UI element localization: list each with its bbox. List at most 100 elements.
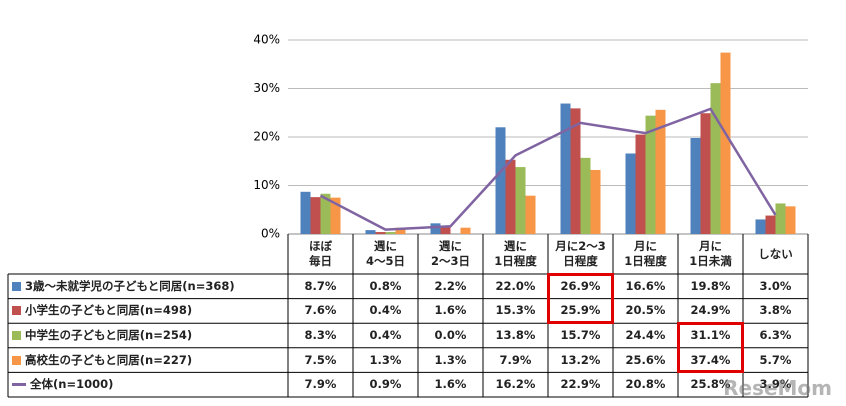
- legend-entry: 高校生の子どもと同居(n=227): [8, 348, 288, 373]
- bar: [570, 108, 581, 234]
- data-label: 24.4%: [625, 327, 666, 342]
- data-label: 8.7%: [304, 278, 337, 293]
- x-tick-label: 週に 4〜5日: [365, 239, 405, 268]
- bar: [495, 127, 506, 234]
- y-tick-label: 10%: [253, 178, 280, 192]
- bar: [710, 83, 721, 234]
- data-label: 24.9%: [690, 303, 731, 318]
- legend-swatch: [12, 281, 21, 291]
- legend-label: 中学生の子どもと同居(n=254): [25, 327, 193, 342]
- bar: [655, 109, 666, 234]
- bar: [320, 193, 331, 234]
- bar: [460, 227, 471, 234]
- data-label: 15.3%: [495, 303, 536, 318]
- legend-swatch: [12, 355, 21, 365]
- data-label: 1.6%: [434, 303, 467, 318]
- bar: [515, 167, 526, 234]
- data-label: 7.9%: [499, 352, 532, 367]
- bar: [690, 137, 701, 234]
- legend-label: 高校生の子どもと同居(n=227): [25, 352, 193, 367]
- data-label: 0.8%: [369, 278, 402, 293]
- legend-label: 全体(n=1000): [30, 377, 114, 392]
- data-label: 16.2%: [495, 377, 536, 392]
- highlight-box: [677, 322, 744, 373]
- x-tick-label: 月に 1日程度: [624, 239, 667, 268]
- bar: [395, 227, 406, 234]
- bar: [580, 157, 591, 234]
- data-label: 20.5%: [625, 303, 666, 318]
- x-tick-label: 月に 1日未満: [689, 239, 732, 268]
- x-tick-label: しない: [758, 246, 793, 261]
- data-label: 7.5%: [304, 352, 337, 367]
- data-label: 20.8%: [625, 377, 666, 392]
- data-label: 6.3%: [759, 327, 792, 342]
- data-label: 15.7%: [560, 327, 601, 342]
- data-label: 0.9%: [369, 377, 402, 392]
- bar: [310, 197, 321, 234]
- data-label: 0.4%: [369, 303, 402, 318]
- bar: [700, 113, 711, 234]
- bar: [300, 191, 311, 234]
- bar: [625, 153, 636, 234]
- data-label: 22.9%: [560, 377, 601, 392]
- legend-swatch: [12, 306, 21, 316]
- data-label: 5.7%: [759, 352, 792, 367]
- data-label: 1.3%: [434, 352, 467, 367]
- bar: [505, 159, 516, 234]
- x-tick-label: ほぼ 毎日: [309, 239, 332, 268]
- y-tick-label: 20%: [253, 130, 280, 144]
- data-label: 13.2%: [560, 352, 601, 367]
- data-label: 22.0%: [495, 278, 536, 293]
- legend-entry: 小学生の子どもと同居(n=498): [8, 299, 288, 324]
- data-label: 31.1%: [690, 327, 731, 342]
- data-label: 3.8%: [759, 303, 792, 318]
- watermark: ReseMom: [723, 376, 832, 400]
- bar: [590, 169, 601, 234]
- bar: [440, 226, 451, 234]
- y-tick-label: 40%: [253, 33, 280, 47]
- data-label: 13.8%: [495, 327, 536, 342]
- bar: [385, 232, 396, 234]
- x-tick-label: 週に 1日程度: [494, 239, 537, 268]
- highlight-box: [547, 273, 614, 324]
- bar: [775, 203, 786, 234]
- legend-label: 3歳～未就学児の子どもと同居(n=368): [25, 278, 235, 293]
- y-tick-label: 30%: [253, 81, 280, 95]
- legend-entry: 中学生の子どもと同居(n=254): [8, 323, 288, 348]
- data-label: 0.4%: [369, 327, 402, 342]
- data-label: 1.6%: [434, 377, 467, 392]
- data-label: 26.9%: [560, 278, 601, 293]
- bar: [765, 215, 776, 234]
- x-tick-label: 週に 2〜3日: [430, 239, 470, 268]
- data-label: 7.6%: [304, 303, 337, 318]
- bar: [635, 134, 646, 234]
- data-label: 3.9%: [759, 377, 792, 392]
- data-label: 37.4%: [690, 352, 731, 367]
- data-label: 7.9%: [304, 377, 337, 392]
- data-label: 3.0%: [759, 278, 792, 293]
- bar: [645, 115, 656, 234]
- bar: [720, 52, 731, 234]
- data-label: 2.2%: [434, 278, 467, 293]
- line: [319, 107, 777, 231]
- bar: [375, 232, 386, 234]
- x-tick-label: 月に2〜3 日程度: [555, 239, 606, 268]
- bar: [785, 206, 796, 234]
- bar: [430, 223, 441, 234]
- bar: [560, 103, 571, 234]
- y-tick-label: 0%: [261, 227, 280, 241]
- bar: [365, 230, 376, 234]
- data-label: 1.3%: [369, 352, 402, 367]
- legend-entry: 全体(n=1000): [8, 372, 288, 397]
- data-label: 25.9%: [560, 303, 601, 318]
- data-label: 19.8%: [690, 278, 731, 293]
- bar: [330, 197, 341, 234]
- data-label: 16.6%: [625, 278, 666, 293]
- legend-swatch: [12, 383, 26, 387]
- legend-swatch: [12, 330, 21, 340]
- bar: [755, 219, 766, 234]
- data-label: 25.8%: [690, 377, 731, 392]
- legend-label: 小学生の子どもと同居(n=498): [25, 303, 193, 318]
